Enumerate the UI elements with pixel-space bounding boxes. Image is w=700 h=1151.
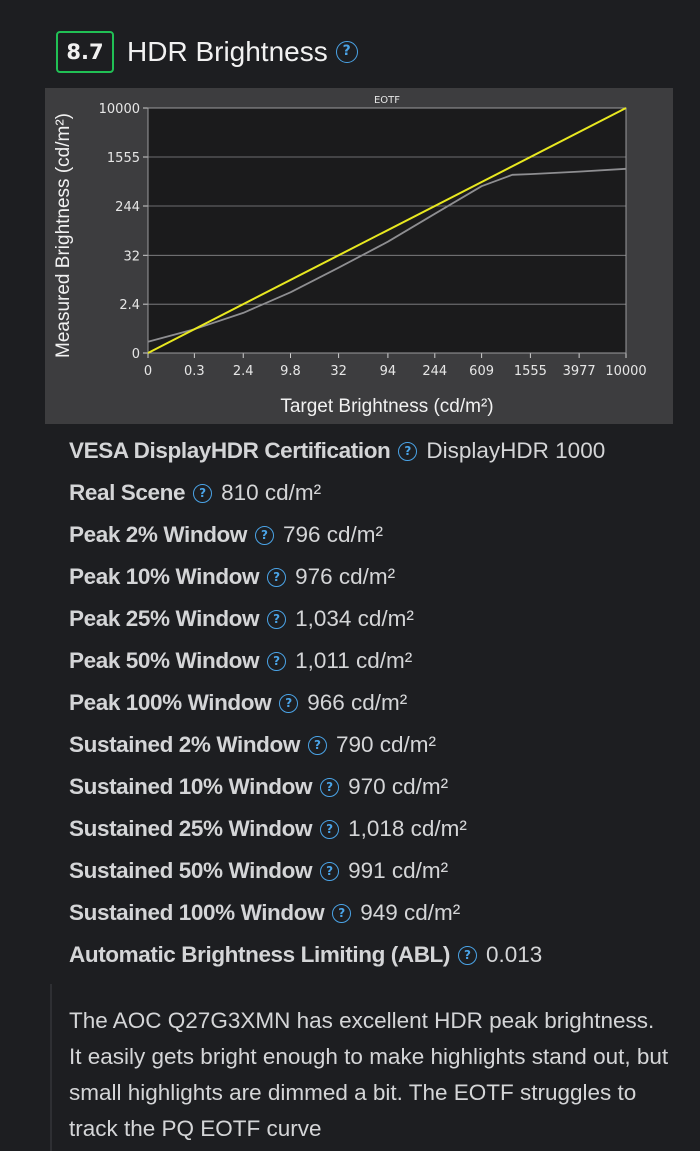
property-value: 976 cd/m²	[295, 564, 396, 589]
property-row: VESA DisplayHDR Certification? DisplayHDR…	[69, 430, 689, 472]
chart-title: EOTF	[374, 95, 400, 106]
property-label: Sustained 100% Window	[69, 900, 325, 925]
property-value: 790 cd/m²	[335, 732, 437, 757]
measured-curve	[147, 167, 627, 343]
property-value: 796 cd/m²	[283, 522, 384, 547]
x-tick-label: 1555	[514, 364, 547, 379]
section-title: HDR Brightness	[127, 36, 328, 67]
target-curve	[147, 107, 627, 354]
help-icon[interactable]: ?	[307, 735, 327, 755]
property-value: 810 cd/m²	[221, 480, 322, 505]
y-tick-label: 2.4	[119, 298, 140, 313]
x-tick-label: 32	[330, 364, 347, 379]
section-header: 8.7 HDR Brightness ?	[56, 31, 358, 73]
property-row: Peak 100% Window? 966 cd/m²	[69, 682, 689, 724]
property-value: 970 cd/m²	[348, 774, 449, 799]
help-icon[interactable]: ?	[267, 609, 287, 629]
y-axis-label: Measured Brightness (cd/m²)	[53, 113, 74, 358]
help-icon[interactable]: ?	[332, 903, 352, 923]
x-tick-label: 10000	[605, 364, 646, 379]
property-row: Sustained 25% Window? 1,018 cd/m²	[69, 808, 689, 850]
help-icon[interactable]: ?	[267, 651, 287, 671]
description-text: The AOC Q27G3XMN has excellent HDR peak …	[69, 1008, 669, 1141]
x-tick-label: 3977	[563, 364, 596, 379]
property-label: Peak 100% Window	[69, 690, 272, 715]
property-label: Sustained 2% Window	[69, 732, 300, 757]
property-value: 1,011 cd/m²	[295, 648, 413, 673]
property-label: Peak 10% Window	[69, 564, 260, 589]
help-icon[interactable]: ?	[255, 525, 274, 545]
property-label: Peak 25% Window	[69, 606, 260, 631]
x-tick-label: 0	[144, 364, 152, 379]
property-row: Automatic Brightness Limiting (ABL)? 0.01…	[69, 934, 689, 976]
property-row: Peak 50% Window? 1,011 cd/m²	[69, 640, 689, 682]
help-icon[interactable]: ?	[335, 41, 358, 63]
property-label: Sustained 10% Window	[69, 774, 313, 799]
x-tick-label: 2.4	[233, 364, 254, 379]
property-row: Sustained 10% Window? 970 cd/m²	[69, 766, 689, 808]
properties-list: VESA DisplayHDR Certification? DisplayHDR…	[69, 430, 689, 976]
plot-frame	[147, 107, 627, 354]
property-label: VESA DisplayHDR Certification	[69, 438, 391, 463]
x-axis-label: Target Brightness (cd/m²)	[280, 396, 493, 417]
y-tick-label: 10000	[99, 102, 140, 117]
help-icon[interactable]: ?	[279, 693, 299, 713]
property-label: Real Scene	[69, 480, 186, 505]
eotf-chart: 0 2.4 32 244 1555 10000 0 0.3 2.4 9.8 32 94 244 609 15…	[45, 88, 673, 424]
property-row: Peak 2% Window? 796 cd/m²	[69, 514, 689, 556]
eotf-chart-svg: 0 2.4 32 244 1555 10000 0 0.3 2.4 9.8 32 94 244 609 15…	[53, 95, 647, 417]
property-row: Peak 10% Window? 976 cd/m²	[69, 556, 689, 598]
property-label: Sustained 25% Window	[69, 816, 313, 841]
property-value: 1,034 cd/m²	[295, 606, 414, 631]
help-icon[interactable]: ?	[267, 567, 287, 587]
property-row: Real Scene? 810 cd/m²	[69, 472, 689, 514]
help-icon[interactable]: ?	[398, 441, 418, 461]
divider	[50, 984, 52, 1151]
property-value: 991 cd/m²	[348, 858, 449, 883]
help-icon[interactable]: ?	[320, 819, 340, 839]
property-value: 1,018 cd/m²	[348, 816, 467, 841]
property-value: 949 cd/m²	[360, 900, 461, 925]
y-tick-label: 0	[132, 347, 140, 362]
x-tick-label: 9.8	[280, 364, 301, 379]
y-tick-label: 244	[115, 200, 140, 215]
help-icon[interactable]: ?	[458, 945, 477, 965]
x-tick-label: 0.3	[184, 364, 205, 379]
score-badge: 8.7	[56, 31, 114, 73]
help-icon[interactable]: ?	[193, 483, 213, 503]
property-row: Peak 25% Window? 1,034 cd/m²	[69, 598, 689, 640]
x-tick-label: 94	[380, 364, 397, 379]
property-value: 966 cd/m²	[307, 690, 408, 715]
help-icon[interactable]: ?	[320, 861, 340, 881]
property-label: Sustained 50% Window	[69, 858, 313, 883]
y-tick-label: 32	[123, 249, 140, 264]
y-tick-label: 1555	[107, 151, 140, 166]
property-label: Automatic Brightness Limiting (ABL)	[69, 942, 450, 967]
help-icon[interactable]: ?	[320, 777, 340, 797]
property-row: Sustained 2% Window? 790 cd/m²	[69, 724, 689, 766]
property-row: Sustained 100% Window? 949 cd/m²	[69, 892, 689, 934]
property-label: Peak 2% Window	[69, 522, 247, 547]
property-value: DisplayHDR 1000	[426, 438, 606, 463]
property-label: Peak 50% Window	[69, 648, 260, 673]
x-tick-label: 244	[422, 364, 447, 379]
property-row: Sustained 50% Window? 991 cd/m²	[69, 850, 689, 892]
x-tick-label: 609	[469, 364, 494, 379]
property-value: 0.013	[486, 942, 543, 967]
